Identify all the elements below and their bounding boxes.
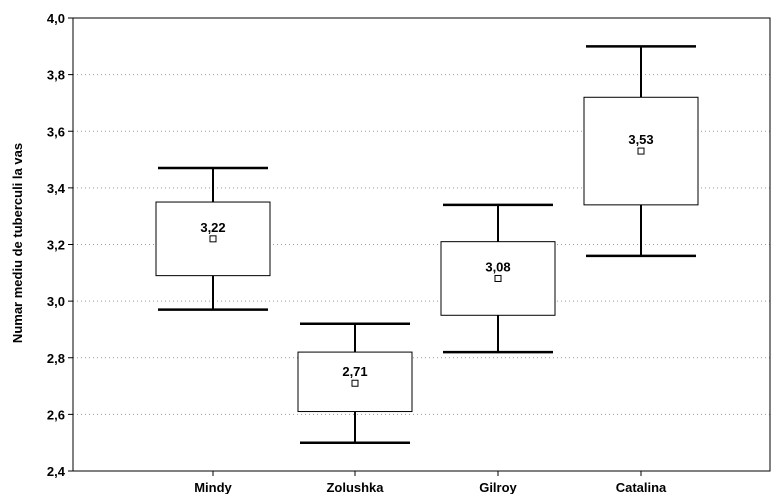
boxes: 3,22 2,71 3,08 3,53	[155, 45, 699, 444]
y-tick-label: 2,8	[47, 351, 65, 366]
x-category-label: Gilroy	[479, 480, 517, 494]
mean-marker	[351, 379, 359, 387]
mean-label: 2,71	[342, 364, 367, 379]
y-tick-label: 3,0	[47, 294, 65, 309]
x-category-label: Catalina	[616, 480, 667, 494]
x-category-label: Zolushka	[326, 480, 384, 494]
box-group: 3,53	[583, 45, 699, 258]
mean-marker	[209, 235, 217, 243]
y-tick-label: 2,6	[47, 407, 65, 422]
mean-marker	[494, 274, 502, 282]
y-tick-label: 3,8	[47, 68, 65, 83]
mean-label: 3,22	[200, 220, 225, 235]
y-tick-label: 2,4	[47, 464, 66, 479]
mean-marker	[637, 147, 645, 155]
y-axis-ticks: 2,4 2,6 2,8 3,0 3,2 3,4 3,6 3,8 4,0	[47, 11, 73, 479]
y-tick-label: 4,0	[47, 11, 65, 26]
mean-label: 3,08	[485, 259, 510, 274]
y-axis-label: Numar mediu de tuberculi la vas	[10, 143, 25, 343]
y-tick-label: 3,6	[47, 124, 65, 139]
box-group: 2,71	[297, 322, 413, 444]
mean-label: 3,53	[628, 132, 653, 147]
x-category-label: Mindy	[194, 480, 232, 494]
x-axis-categories: Mindy Zolushka Gilroy Catalina	[194, 471, 667, 494]
y-tick-label: 3,4	[47, 181, 66, 196]
y-tick-label: 3,2	[47, 238, 65, 253]
box-group: 3,08	[440, 203, 556, 354]
box-group: 3,22	[155, 166, 271, 311]
